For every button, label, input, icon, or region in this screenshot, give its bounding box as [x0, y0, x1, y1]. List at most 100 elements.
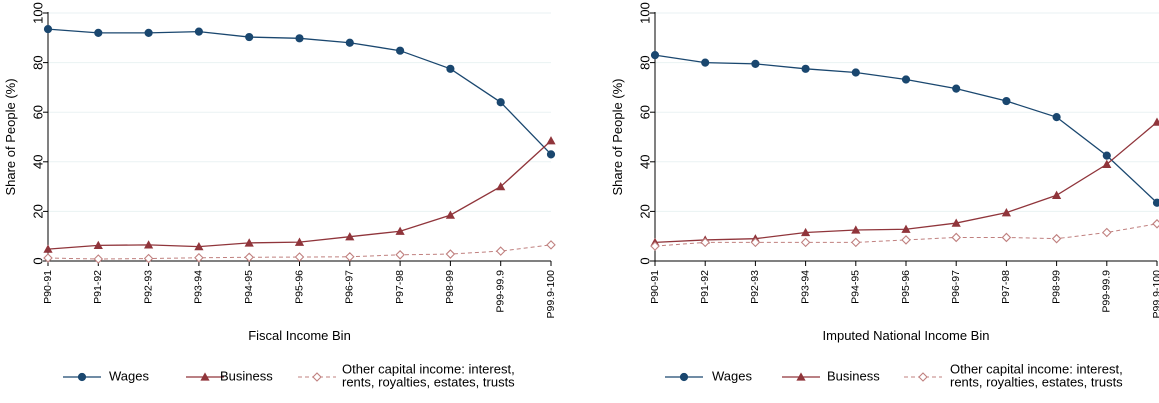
data-point-other — [1051, 233, 1062, 244]
data-point-other — [700, 237, 710, 248]
legend-marker-business — [200, 372, 210, 381]
legend-label-other: rents, royalties, estates, trusts — [950, 374, 1123, 389]
data-point-business — [851, 225, 861, 234]
data-point-other — [345, 252, 355, 262]
y-tick-label: 60 — [30, 105, 45, 119]
data-point-other — [194, 252, 204, 263]
data-point-wages — [396, 46, 405, 55]
data-point-wages — [144, 28, 153, 37]
x-axis-title: Imputed National Income Bin — [823, 328, 990, 343]
data-point-other — [495, 246, 506, 256]
legend-marker-wages — [77, 372, 87, 382]
data-point-business — [445, 210, 455, 219]
data-point-other — [851, 237, 861, 248]
chart-panel-2: 0 20 40 60 80 100 Share of People (%) P90-91 P91… — [610, 2, 1159, 389]
x-tick-label: P91-92 — [92, 270, 104, 304]
y-axis-title: Share of People (%) — [610, 78, 625, 195]
x-tick-label: P93-94 — [799, 270, 811, 304]
legend-label-wages: Wages — [712, 368, 752, 383]
data-point-business — [294, 237, 305, 246]
data-point-wages — [43, 25, 53, 34]
data-point-wages — [1002, 96, 1011, 106]
y-tick-label: 100 — [30, 2, 45, 24]
legend-label-other: Other capital income: interest, — [342, 361, 515, 376]
legend-marker-business — [796, 372, 806, 381]
data-point-other — [1102, 227, 1112, 238]
data-point-business — [43, 244, 53, 253]
x-tick-label: P97-98 — [394, 270, 406, 304]
data-point-wages — [245, 32, 254, 42]
data-point-other — [43, 253, 53, 263]
data-point-wages — [1152, 198, 1159, 207]
y-tick-label: 80 — [637, 55, 652, 69]
data-point-wages — [295, 34, 304, 43]
y-tick-label: 20 — [637, 204, 652, 218]
y-tick-label: 80 — [30, 55, 45, 69]
x-tick-label: P92-93 — [142, 270, 154, 304]
data-point-business — [801, 227, 811, 237]
x-tick-label: P99-99.9 — [1101, 270, 1113, 313]
data-point-wages — [952, 84, 961, 93]
x-tick-label: P94-95 — [850, 270, 862, 304]
legend-label-wages: Wages — [109, 368, 149, 383]
x-tick-label: P91-92 — [699, 270, 711, 304]
legend-marker-other — [312, 372, 322, 382]
x-tick-label: P95-96 — [900, 270, 912, 304]
x-tick-label: P98-99 — [1050, 270, 1062, 304]
legend-marker-other — [918, 372, 928, 382]
x-tick-label: P98-99 — [444, 270, 456, 304]
data-point-business — [395, 226, 405, 235]
x-tick-label: P96-97 — [344, 270, 356, 304]
data-point-other — [143, 253, 154, 264]
data-point-wages — [446, 64, 455, 73]
data-point-wages — [496, 98, 505, 107]
data-point-wages — [1102, 151, 1111, 160]
data-point-business — [1102, 159, 1112, 168]
x-tick-label: P90-91 — [649, 270, 661, 304]
data-point-business — [244, 238, 254, 247]
data-point-other — [546, 240, 556, 250]
data-point-business — [194, 242, 204, 251]
data-point-other — [395, 250, 405, 260]
data-point-business — [546, 136, 556, 145]
data-point-wages — [94, 28, 103, 37]
data-point-wages — [801, 64, 810, 73]
x-tick-label: P95-96 — [293, 270, 305, 304]
y-tick-label: 40 — [30, 155, 45, 169]
legend: Wages Business Other capital income: inter… — [665, 361, 1123, 389]
data-point-business — [93, 240, 103, 250]
y-tick-label: 20 — [30, 204, 45, 218]
series-line-wages — [47, 28, 552, 155]
y-tick-label: 60 — [637, 105, 652, 119]
data-point-other — [650, 241, 660, 251]
x-tick-label: P93-94 — [193, 270, 205, 304]
x-axis-title: Fiscal Income Bin — [248, 328, 351, 343]
data-point-wages — [546, 150, 556, 159]
data-point-business — [345, 232, 355, 241]
legend-label-business: Business — [827, 368, 880, 383]
y-tick-label: 0 — [637, 257, 652, 264]
y-tick-label: 0 — [30, 257, 45, 264]
chart-panel-1: 0 20 40 60 80 100 Share of People (%) P90-91 P91… — [3, 2, 557, 389]
data-point-wages — [701, 58, 710, 67]
x-tick-label: P99-99.9 — [494, 270, 506, 313]
legend-label-business: Business — [220, 368, 273, 383]
legend: Wages Business Other capital income: inter… — [63, 361, 515, 389]
data-point-wages — [901, 75, 911, 84]
legend-label-other: rents, royalties, estates, trusts — [342, 374, 515, 389]
data-point-other — [951, 232, 961, 243]
x-tick-label: P96-97 — [950, 270, 962, 304]
data-point-wages — [751, 59, 760, 68]
data-point-business — [1052, 190, 1062, 199]
data-point-business — [901, 224, 911, 233]
data-point-other — [93, 254, 104, 264]
x-tick-label: P99.9-100 — [545, 270, 557, 319]
y-axis-title: Share of People (%) — [3, 78, 18, 195]
data-point-business — [951, 218, 961, 227]
data-point-wages — [650, 51, 660, 60]
series-line-business — [47, 140, 552, 250]
x-tick-label: P90-91 — [42, 270, 54, 304]
legend-label-other: Other capital income: interest, — [950, 361, 1123, 376]
